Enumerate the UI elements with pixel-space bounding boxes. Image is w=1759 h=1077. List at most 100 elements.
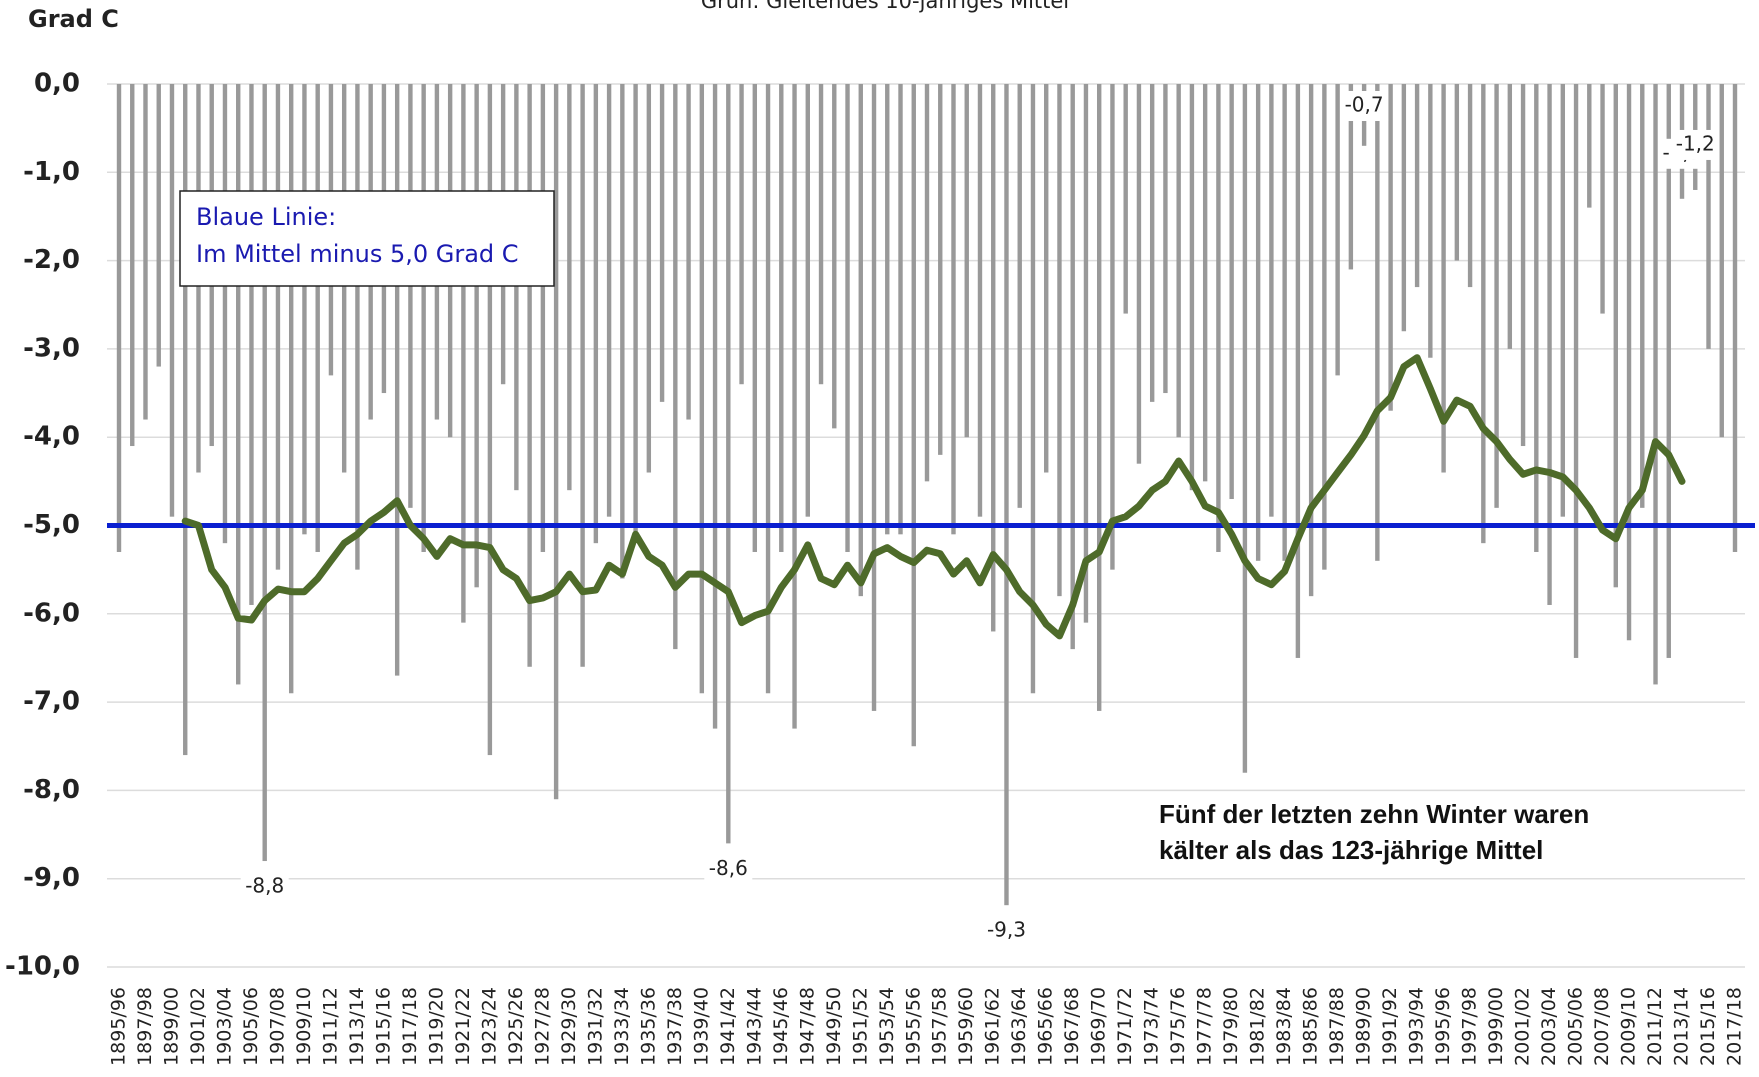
x-tick-label: 1899/00 (160, 987, 182, 1066)
bar (1520, 84, 1526, 447)
bar (1375, 84, 1380, 561)
bar (1163, 84, 1168, 394)
x-tick-label: 2001/02 (1512, 987, 1534, 1066)
bar (1666, 84, 1671, 658)
bar (236, 84, 241, 685)
value-label-bg (704, 854, 753, 885)
bar (1640, 84, 1645, 508)
bar (1096, 84, 1102, 711)
x-tick-label: 1963/64 (1008, 987, 1030, 1066)
bar (553, 84, 559, 800)
bar (183, 84, 188, 756)
bar (580, 84, 585, 667)
x-tick-label: 1993/94 (1406, 987, 1428, 1066)
bar (1401, 84, 1407, 332)
x-tick-label: 1985/86 (1300, 987, 1322, 1066)
bar (487, 84, 493, 756)
x-tick-label: 1943/44 (743, 987, 765, 1066)
bar (1547, 84, 1552, 605)
bar (818, 84, 824, 385)
bar (620, 84, 625, 579)
bar (1587, 84, 1592, 208)
x-tick-label: 1927/28 (531, 987, 553, 1066)
annotation-box-text: Im Mittel minus 5,0 Grad C (196, 240, 519, 268)
y-tick-label: -3,0 (23, 333, 80, 363)
x-tick-label: 1905/06 (240, 987, 262, 1066)
bar (1216, 84, 1221, 552)
value-label: -0,7 (1345, 93, 1384, 117)
bar (1255, 84, 1261, 561)
bar (885, 84, 890, 535)
x-tick-label: 1953/54 (876, 987, 898, 1066)
x-tick-label: 1975/76 (1167, 987, 1189, 1066)
bar (169, 84, 175, 517)
value-label-bg (1340, 91, 1389, 121)
bar (699, 84, 705, 694)
value-label-bg (240, 872, 289, 903)
bar (1414, 84, 1420, 288)
annotation-note: kälter als das 123-jährige Mittel (1159, 835, 1543, 865)
bar (1123, 84, 1128, 314)
bar (792, 84, 797, 729)
x-tick-label: 2009/10 (1618, 987, 1640, 1066)
x-tick-label: 1951/52 (849, 987, 871, 1066)
bar (1295, 84, 1301, 658)
bar (1388, 84, 1393, 411)
bar (951, 84, 956, 535)
bar (1044, 84, 1049, 473)
bar (871, 84, 877, 711)
value-label: -1,2 (1676, 131, 1715, 155)
value-label-bg (982, 916, 1031, 947)
bar (1613, 84, 1618, 588)
bar (1481, 84, 1486, 544)
x-tick-label: 1967/68 (1061, 987, 1083, 1066)
x-tick-label: 2011/12 (1644, 987, 1666, 1066)
bar (1004, 84, 1009, 906)
x-tick-label: 1995/96 (1432, 987, 1454, 1066)
bar (1560, 84, 1566, 517)
bar (1202, 84, 1208, 482)
x-tick-label: 1923/24 (478, 987, 500, 1066)
bar (249, 84, 254, 605)
x-tick-label: 1907/08 (266, 987, 288, 1066)
x-tick-label: 1979/80 (1220, 987, 1242, 1066)
bar (461, 84, 466, 623)
x-tick-label: 1941/42 (717, 987, 739, 1066)
x-tick-label: 1987/88 (1326, 987, 1348, 1066)
bar (712, 84, 718, 729)
y-tick-label: -5,0 (23, 510, 80, 540)
x-tick-label: 1977/78 (1194, 987, 1216, 1066)
bar (1269, 84, 1274, 517)
bar (1428, 84, 1433, 358)
x-tick-label: 1959/60 (955, 987, 977, 1066)
bar (514, 84, 519, 491)
bar (262, 84, 267, 862)
bar (779, 84, 784, 552)
bar (606, 84, 612, 517)
x-tick-label: 1929/30 (558, 987, 580, 1066)
bar (964, 84, 969, 438)
y-tick-label: -8,0 (23, 775, 80, 805)
x-tick-label: 1939/40 (690, 987, 712, 1066)
bar (222, 84, 228, 544)
x-tick-label: 1945/46 (770, 987, 792, 1066)
x-tick-label: 1901/02 (187, 987, 209, 1066)
bar (567, 84, 572, 491)
bar (421, 84, 426, 552)
bar (288, 84, 294, 694)
x-tick-label: 1947/48 (796, 987, 818, 1066)
x-tick-label: 1957/58 (929, 987, 951, 1066)
x-tick-label: 2003/04 (1538, 987, 1560, 1066)
bar (1454, 84, 1460, 261)
x-tick-label: 1961/62 (982, 987, 1004, 1066)
x-tick-label: 1933/34 (611, 987, 633, 1066)
bar (130, 84, 135, 447)
x-tick-label: 1895/96 (108, 987, 130, 1066)
bar (765, 84, 771, 694)
value-label-bg (1671, 129, 1720, 160)
bar (315, 84, 320, 552)
x-tick-label: 1909/10 (293, 987, 315, 1066)
x-tick-label: 1937/38 (664, 987, 686, 1066)
bar (143, 84, 148, 420)
x-tick-label: 1955/56 (902, 987, 924, 1066)
